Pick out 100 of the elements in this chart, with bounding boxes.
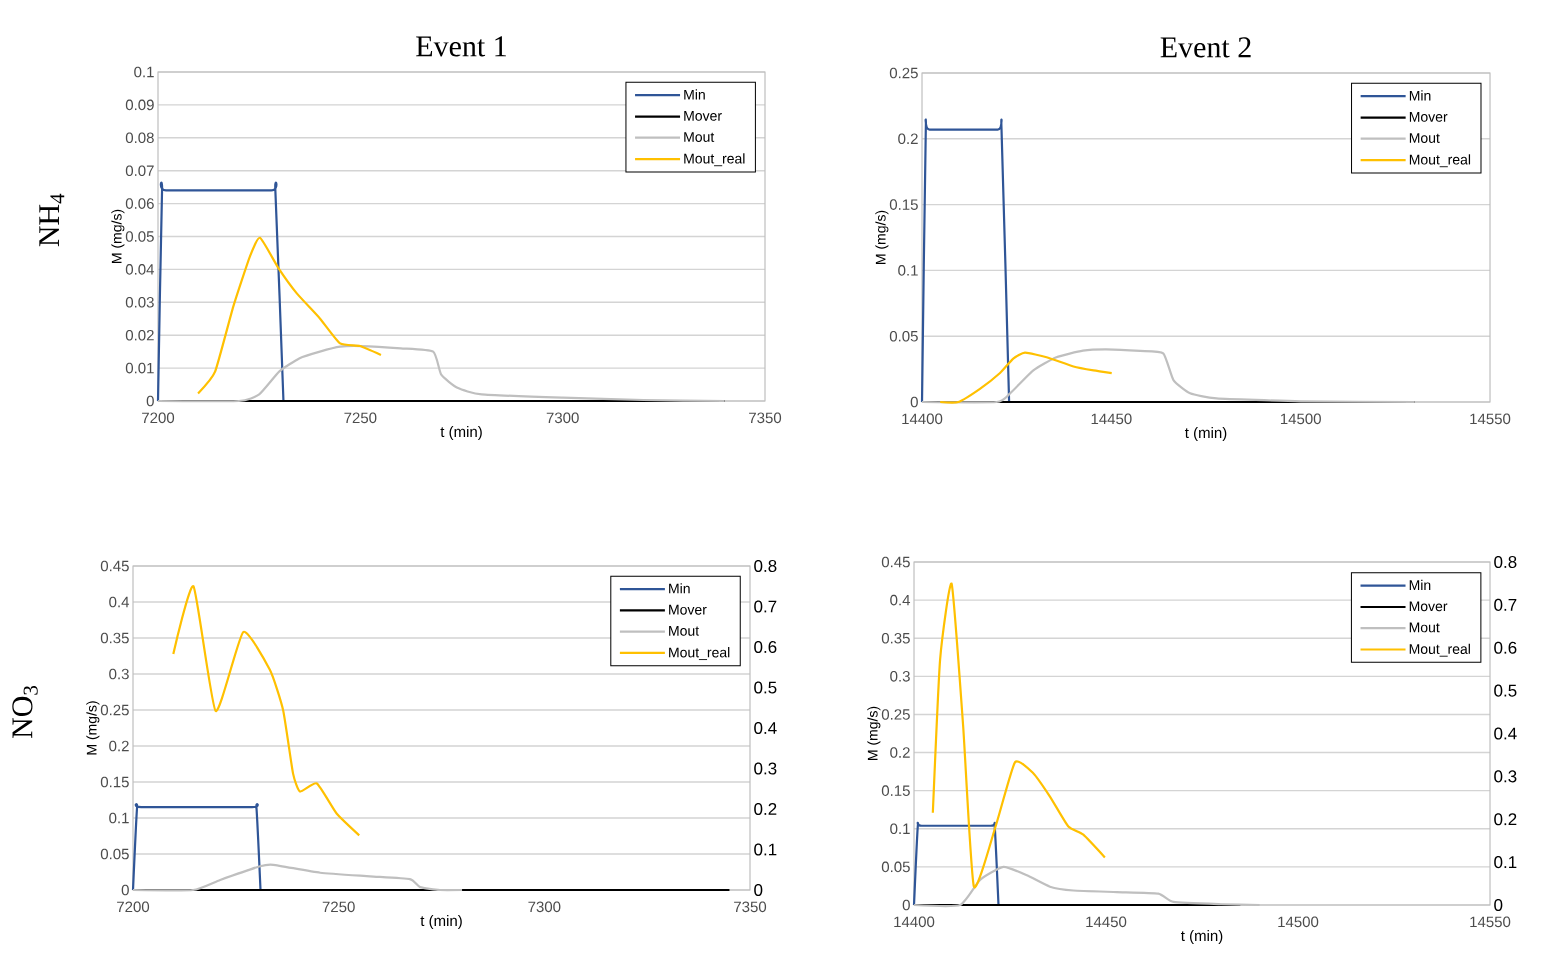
y-tick-label: 0.09 [125,99,154,111]
x-tick-label: 7350 [749,412,782,424]
y-tick-label: 0.2 [898,133,918,145]
legend-label: Mover [1409,601,1448,612]
legend-label: Mout_real [1409,643,1470,657]
x-axis-title: t (min) [1184,427,1227,441]
y-tick-label: 0.25 [100,704,129,716]
y2-tick-label: 0.7 [1494,598,1517,611]
y2-tick-label: 0.6 [754,640,777,654]
y-tick-label: 0.25 [889,67,918,79]
x-tick-label: 14400 [894,916,935,928]
y-tick-label: 0 [902,899,910,911]
text: NH$_{4}$ [39,193,65,247]
y-tick-label: 0 [910,396,918,408]
x-tick-label: 14450 [1091,413,1132,425]
y-tick-label: 0.04 [125,264,155,275]
x-tick-label: 14500 [1280,413,1321,425]
y-tick-label: 0.4 [109,596,130,608]
x-tick-label: 14550 [1470,916,1511,928]
legend-label: Mover [684,111,722,121]
x-tick-label: 7200 [142,412,175,424]
x-axis-title: t (min) [440,426,482,440]
y-tick-label: 0.3 [109,668,129,680]
y-axis-title: M (mg/s) [111,209,125,263]
y-tick-label: 0.08 [125,132,154,144]
y-tick-label: 0.05 [100,848,129,860]
x-axis-title: t (min) [1180,930,1223,944]
line-series [172,585,361,837]
chart-title: Event 1 [416,36,506,57]
y2-tick-label: 0.6 [1494,641,1517,654]
y-axis-title: M (mg/s) [875,210,889,264]
y-tick-label: 0.45 [881,556,910,568]
y-tick-label: 0 [121,884,129,896]
y2-tick-label: 0.4 [754,721,777,735]
x-tick-label: 7350 [734,901,767,913]
y2-tick-label: 0.1 [754,843,777,856]
y-tick-label: 0.45 [100,560,129,572]
y2-tick-label: 0.3 [754,762,777,775]
legend-label: Mout_real [1409,154,1471,168]
y-tick-label: 0.35 [100,632,129,644]
y-tick-label: 0.15 [889,199,918,210]
y-tick-label: 0.05 [125,231,154,242]
legend-label: Mout_real [684,153,745,167]
y-tick-label: 0.15 [881,785,910,796]
y2-tick-label: 0.2 [754,802,777,816]
chart-title: Event 2 [1160,37,1251,58]
line-series [196,236,383,395]
y2-tick-label: 0.8 [754,559,777,573]
y-tick-label: 0.2 [890,747,910,758]
x-tick-label: 14500 [1278,916,1319,928]
y2-tick-label: 0.7 [754,600,777,613]
x-tick-label: 7250 [322,901,355,913]
y2-tick-label: 0 [754,883,763,897]
y2-tick-label: 0.4 [1494,727,1517,740]
y-tick-label: 0.1 [890,823,910,835]
y-tick-label: 0.15 [100,776,129,788]
y-tick-label: 0.1 [898,265,918,276]
x-tick-label: 14550 [1470,413,1511,425]
y-tick-label: 0.3 [890,671,910,682]
y2-tick-label: 0.8 [1494,555,1517,569]
legend-label: Min [1409,90,1431,101]
y-tick-label: 0.35 [881,632,910,644]
x-tick-label: 7300 [546,412,579,424]
text: NO$_{3}$ [12,685,38,739]
x-axis-title: t (min) [420,915,462,929]
legend-label: Mout [1409,133,1440,143]
x-tick-label: 7200 [117,901,150,913]
y2-tick-label: 0.1 [1494,856,1517,869]
legend-label: Mout [1409,622,1440,633]
legend-label: Min [684,89,705,100]
legend-label: Mover [669,604,707,615]
y-tick-label: 0.06 [125,198,154,209]
y-tick-label: 0.1 [134,66,154,78]
legend-label: Mout [684,132,715,142]
line-series [939,351,1113,404]
y-tick-label: 0.03 [125,296,154,308]
x-tick-label: 14400 [902,413,943,425]
y2-tick-label: 0.5 [1494,684,1517,697]
legend-label: Min [1409,579,1431,590]
y-tick-label: 0.1 [109,812,129,824]
y-tick-label: 0.4 [890,594,911,606]
y-tick-label: 0.05 [881,861,910,873]
y-axis-title: M (mg/s) [86,701,100,755]
line-series [931,582,1106,888]
y-tick-label: 0.05 [889,330,918,342]
y-tick-label: 0.2 [109,740,129,752]
legend-label: Mout_real [669,647,730,661]
y2-tick-label: 0.3 [1494,770,1517,783]
legend-label: Mover [1409,112,1448,122]
y-tick-label: 0 [146,395,154,407]
x-tick-label: 7300 [528,901,561,913]
x-tick-label: 7250 [344,412,377,424]
y-axis-title: M (mg/s) [867,706,881,760]
legend-label: Mout [669,626,700,636]
y2-tick-label: 0.2 [1494,813,1517,826]
y-tick-label: 0.07 [125,165,154,176]
legend-label: Min [669,583,690,594]
x-tick-label: 14450 [1086,916,1127,928]
y2-tick-label: 0.5 [754,681,777,694]
y-tick-label: 0.02 [125,329,154,341]
